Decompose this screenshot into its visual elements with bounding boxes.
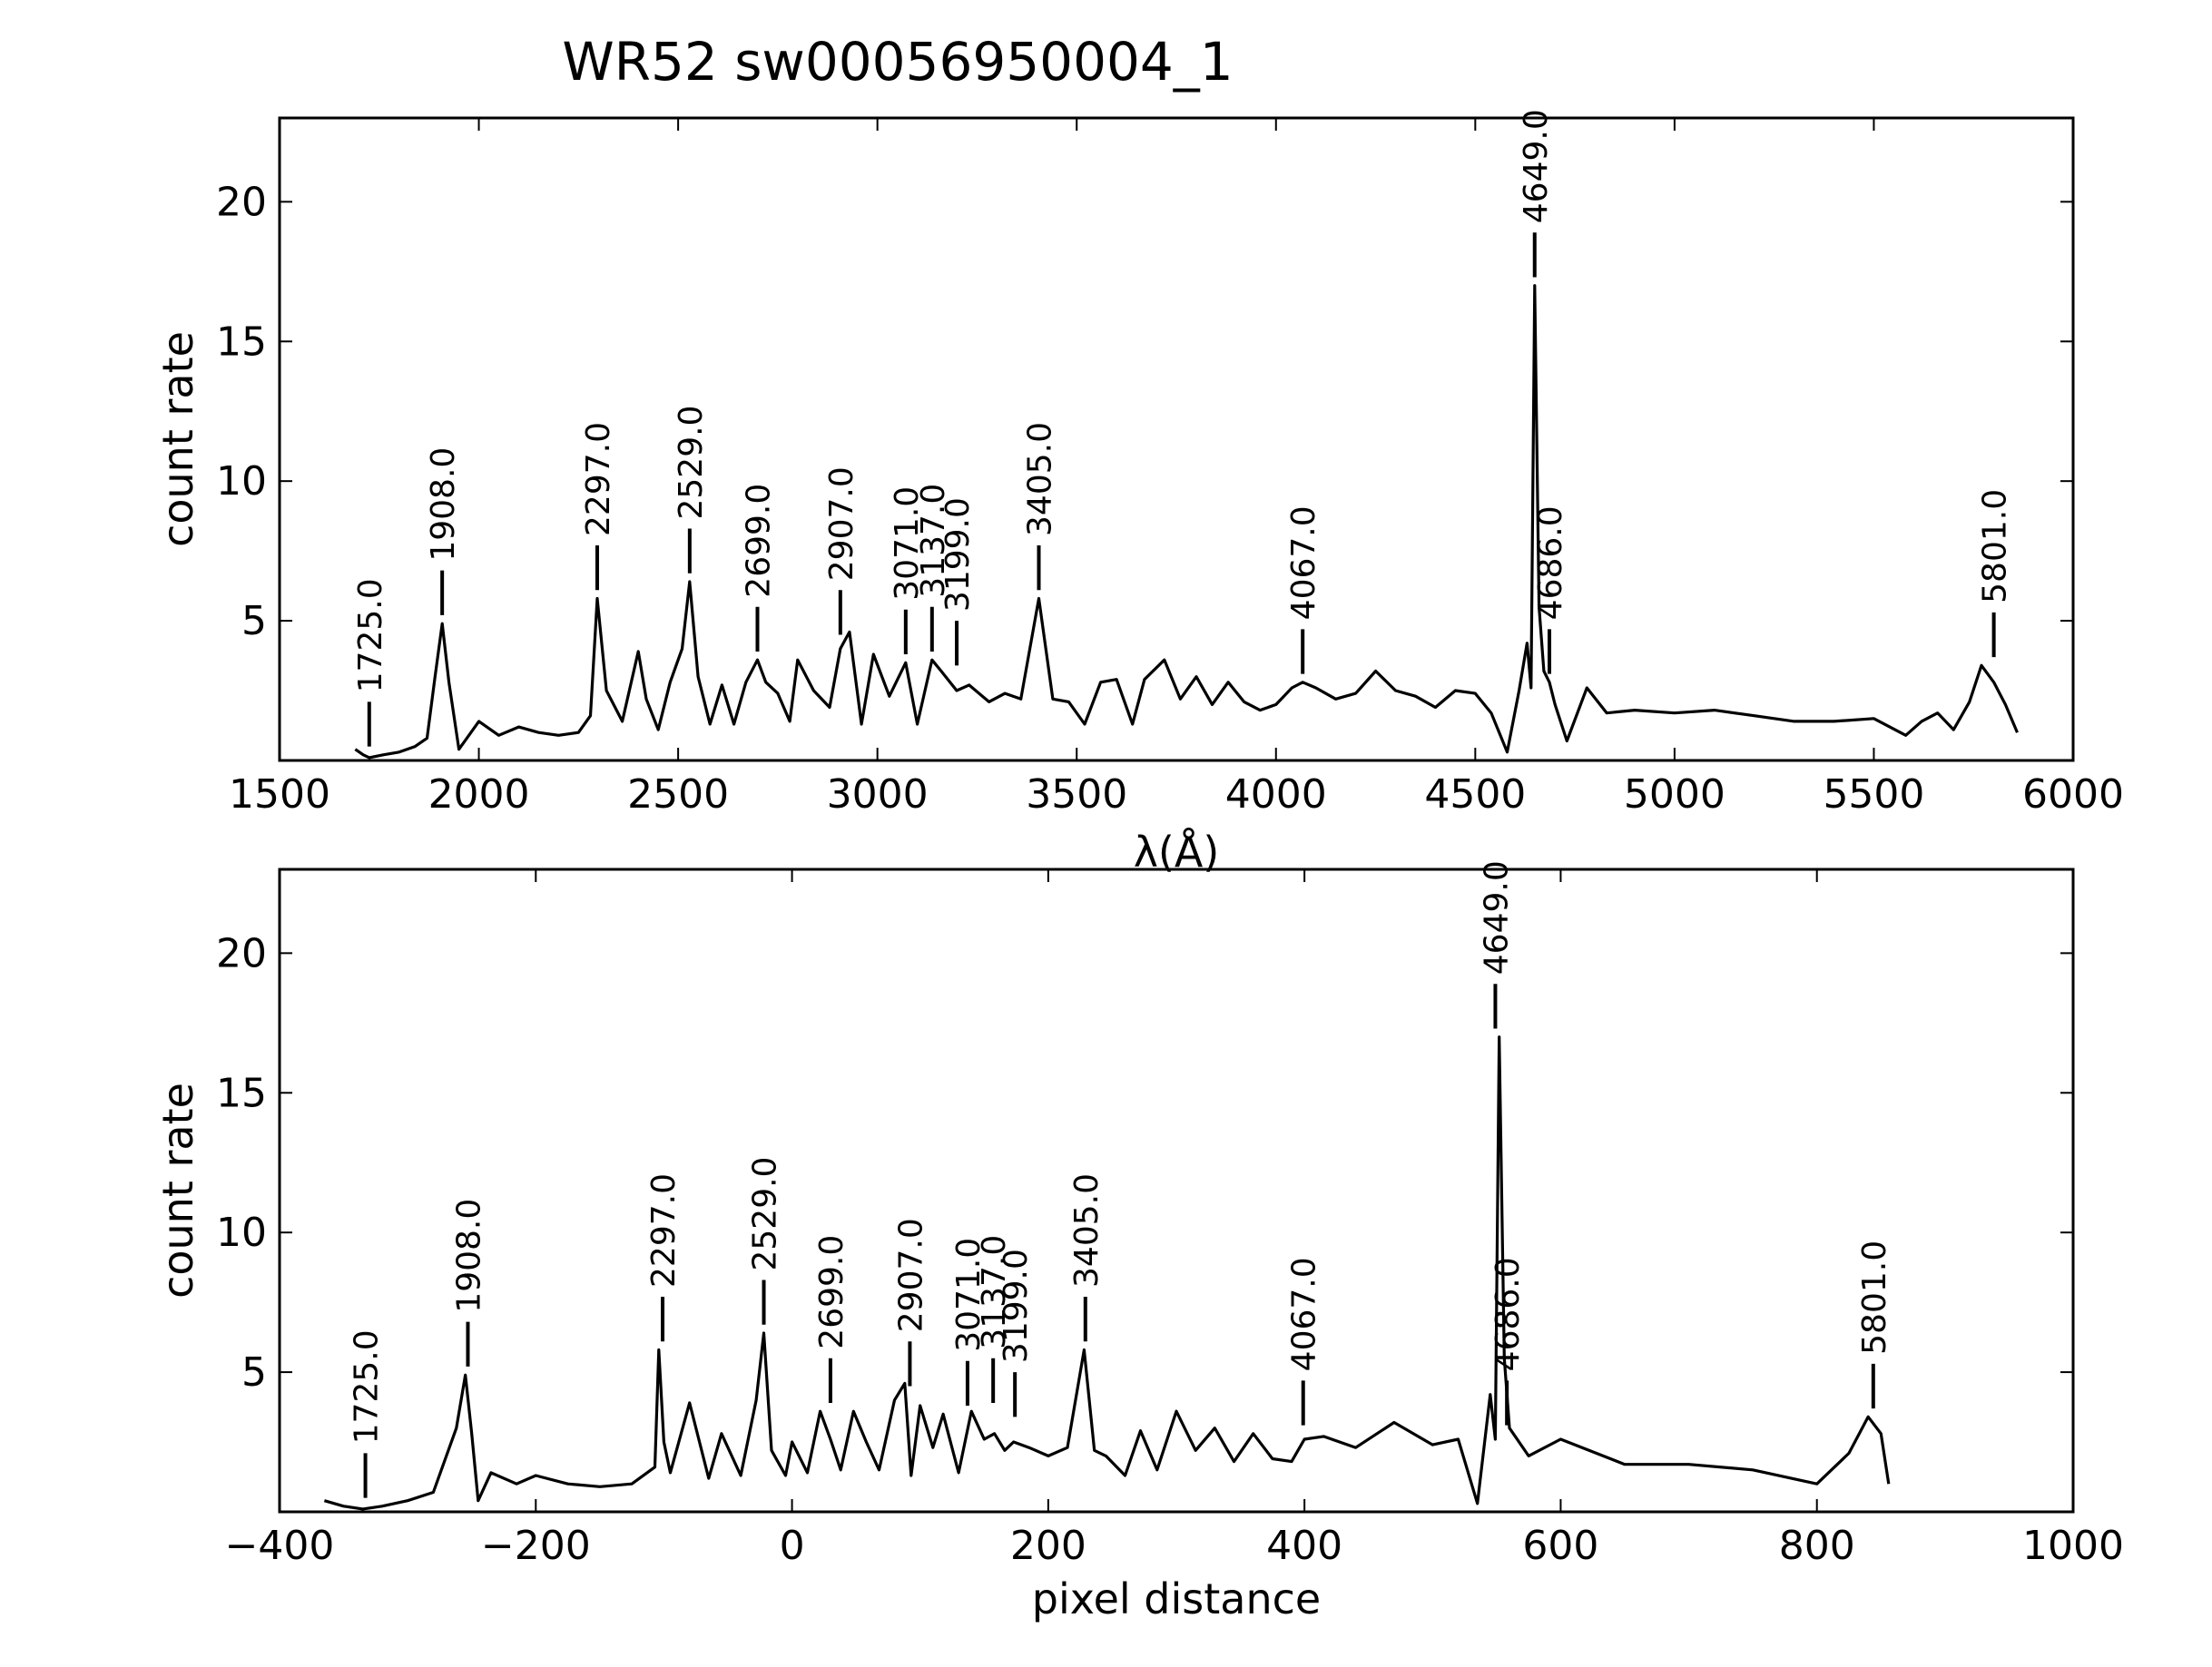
bottom-line-marker-label: 3405.0 [1068,1173,1106,1288]
bottom-line-marker-label: 1725.0 [349,1329,386,1444]
bottom-y-tick-label: 15 [216,1070,267,1116]
bottom-y-tick-label: 5 [241,1349,267,1396]
top-line-marker-label: 4686.0 [1532,505,1569,620]
top-line-marker-label: 3137.0 [915,484,952,598]
bottom-x-axis-label: pixel distance [1032,1574,1321,1623]
top-y-axis-label: count rate [153,331,202,547]
bottom-x-tick-label: 600 [1522,1523,1598,1569]
bottom-line-marker-label: 5801.0 [1856,1240,1893,1355]
top-x-tick-label: 2500 [627,771,729,818]
bottom-line-marker-label: 3137.0 [976,1235,1013,1349]
top-line-marker-label: 5801.0 [1977,489,2014,603]
bottom-line-marker-label: 4649.0 [1478,860,1515,975]
bottom-line-marker-label: 2907.0 [892,1218,929,1332]
bottom-line-marker-label: 2699.0 [813,1235,850,1349]
top-line-marker-label: 2907.0 [823,466,860,581]
top-x-tick-label: 5500 [1823,771,1924,818]
top-line-marker-label: 1725.0 [352,578,389,692]
top-y-tick-label: 5 [241,598,267,644]
top-spectrum-line [354,284,2019,760]
bottom-x-tick-label: 200 [1010,1523,1086,1569]
top-line-marker-label: 3071.0 [889,486,926,601]
top-y-tick-label: 20 [216,179,267,225]
bottom-line-marker-label: 4686.0 [1489,1257,1527,1371]
top-x-tick-label: 1500 [229,771,330,818]
bottom-spectrum-line [323,1035,1891,1511]
bottom-y-tick-label: 10 [216,1210,267,1256]
top-line-marker-label: 4649.0 [1518,109,1555,223]
top-x-tick-label: 5000 [1624,771,1725,818]
figure-title: WR52 sw00056950004_1 [562,31,1233,93]
top-x-tick-label: 6000 [2022,771,2124,818]
top-x-tick-label: 4000 [1225,771,1327,818]
bottom-x-tick-label: −200 [481,1523,591,1569]
top-x-tick-label: 4500 [1424,771,1526,818]
top-line-marker-label: 1908.0 [425,447,462,562]
bottom-y-axis-label: count rate [153,1083,202,1299]
bottom-x-tick-label: 800 [1779,1523,1855,1569]
bottom-line-marker-label: 2297.0 [645,1173,683,1288]
top-y-tick-label: 15 [216,319,267,365]
bottom-panel: pixel distance count rate −400 −200 0 200 40… [153,860,2124,1623]
top-x-tick-label: 3000 [827,771,929,818]
bottom-x-tick-label: 1000 [2022,1523,2124,1569]
top-x-tick-label: 3500 [1026,771,1127,818]
bottom-x-tick-label: 0 [780,1523,805,1569]
top-plot-frame [278,116,2075,762]
bottom-line-marker-label: 1908.0 [450,1199,487,1313]
top-line-marker-label: 4067.0 [1285,505,1322,620]
bottom-y-tick-label: 20 [216,930,267,976]
bottom-line-marker-label: 3071.0 [950,1238,988,1352]
top-x-tick-label: 2000 [428,771,530,818]
top-line-marker-label: 2297.0 [580,422,617,536]
top-y-tick-label: 10 [216,458,267,505]
top-line-marker-label: 2699.0 [740,484,777,598]
top-line-marker-label: 3199.0 [939,497,977,612]
bottom-x-tick-label: 400 [1266,1523,1342,1569]
bottom-line-marker-label: 2529.0 [747,1157,784,1271]
bottom-line-marker-label: 4067.0 [1286,1257,1323,1371]
top-panel: λ(Å) count rate 1500 2000 2500 3000 3500 4000… [153,109,2124,877]
bottom-line-marker-label: 3199.0 [998,1249,1035,1363]
bottom-plot-frame [278,868,2075,1514]
bottom-x-tick-label: −400 [225,1523,335,1569]
top-line-marker-label: 3405.0 [1022,422,1059,536]
top-line-marker-label: 2529.0 [673,406,710,520]
